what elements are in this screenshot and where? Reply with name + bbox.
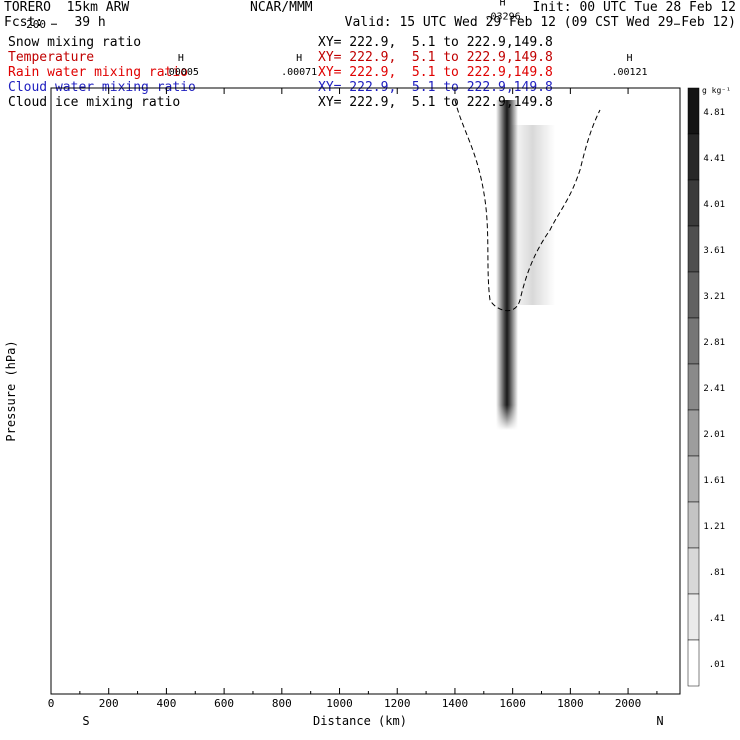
x-tick-label: 0: [48, 697, 55, 710]
snow-max-marker: H: [500, 0, 506, 9]
colorbar-segment: [687, 271, 700, 319]
isotherm-line: [51, 59, 680, 61]
cloud-ice-contour: [454, 99, 601, 312]
north-label: N: [656, 714, 663, 728]
isotherm-line: [51, 5, 680, 7]
colorbar-segment: [687, 179, 700, 227]
south-label: S: [82, 714, 89, 728]
x-tick-label: 1800: [557, 697, 584, 710]
forecast-hour: Fcst: 39 h: [4, 15, 106, 30]
snow-max-marker: H: [296, 53, 302, 64]
isotherm-line: [51, 37, 680, 38]
colorbar-label: .81: [709, 568, 725, 578]
colorbar-label: 4.41: [703, 154, 725, 164]
x-tick-label: 1000: [326, 697, 353, 710]
isotherm-line: [51, 80, 680, 82]
colorbar-segment: [687, 639, 700, 687]
legend-temperature-xy: XY= 222.9, 5.1 to 222.9,149.8: [318, 50, 553, 65]
x-tick-label: 2000: [615, 697, 642, 710]
x-tick-label: 200: [99, 697, 119, 710]
colorbar-segment: [687, 501, 700, 549]
snow-secondary-shading: [510, 125, 555, 305]
plot-frame: [50, 87, 681, 695]
colorbar-label: 2.41: [703, 384, 725, 394]
snow-max-label: .00005: [163, 67, 199, 78]
snow-max-label: .00121: [611, 67, 647, 78]
legend-snow: Snow mixing ratio: [8, 35, 142, 50]
x-tick-label: 600: [214, 697, 234, 710]
colorbar-label: .01: [709, 660, 725, 670]
snow-max-marker: H: [626, 53, 632, 64]
y-tick-label: 200: [26, 18, 46, 31]
colorbar-segment: [687, 455, 700, 503]
colorbar-label: 1.61: [703, 476, 725, 486]
colorbar-label: 4.01: [703, 200, 725, 210]
isotherm-line: [51, 48, 680, 49]
legend-temperature: Temperature: [8, 50, 95, 65]
x-tick-label: 400: [156, 697, 176, 710]
x-tick-label: 800: [272, 697, 292, 710]
colorbar-label: 3.61: [703, 246, 725, 256]
colorbar-label: .41: [709, 614, 725, 624]
colorbar-segment: [687, 409, 700, 457]
legend-snow-xy: XY= 222.9, 5.1 to 222.9,149.8: [318, 35, 553, 50]
colorbar-segment: [687, 593, 700, 641]
x-axis-title: Distance (km): [313, 714, 407, 728]
center-title: NCAR/MMM: [250, 0, 313, 15]
colorbar-segment: [687, 133, 700, 181]
colorbar-segment: [687, 225, 700, 273]
colorbar-segment: [687, 87, 700, 135]
legend-rain: Rain water mixing ratio: [8, 65, 189, 80]
x-tick-label: 1200: [384, 697, 411, 710]
y-axis-title: Pressure (hPa): [4, 340, 18, 441]
snow-max-marker: H: [178, 53, 184, 64]
snow-max-label: .00071: [281, 67, 317, 78]
colorbar-label: 2.81: [703, 338, 725, 348]
isotherm-line: [51, 16, 680, 18]
valid-time: Valid: 15 UTC Wed 29 Feb 12 (09 CST Wed …: [344, 15, 736, 30]
init-time: Init: 00 UTC Tue 28 Feb 12: [532, 0, 737, 15]
colorbar-label: 3.21: [703, 292, 725, 302]
snow-max-label: .03296: [484, 12, 520, 23]
colorbar-segment: [687, 547, 700, 595]
x-tick-label: 1600: [499, 697, 526, 710]
legend-cloud-ice: Cloud ice mixing ratio: [8, 95, 181, 110]
colorbar-label: 2.01: [703, 430, 725, 440]
snow-fade: [496, 330, 518, 430]
colorbar-label: 1.21: [703, 522, 725, 532]
isotherm-line: [51, 26, 680, 28]
legend-cloud-ice-xy: XY= 222.9, 5.1 to 222.9,149.8: [318, 95, 553, 110]
legend-rain-xy: XY= 222.9, 5.1 to 222.9,149.8: [318, 65, 553, 80]
x-tick-label: 1400: [442, 697, 469, 710]
colorbar-segment: [687, 363, 700, 411]
colorbar-label: 4.81: [703, 108, 725, 118]
model-title: TORERO 15km ARW: [4, 0, 130, 15]
colorbar-unit: g kg⁻¹: [702, 86, 731, 95]
colorbar-segment: [687, 317, 700, 365]
isotherm-line: [51, 70, 680, 72]
